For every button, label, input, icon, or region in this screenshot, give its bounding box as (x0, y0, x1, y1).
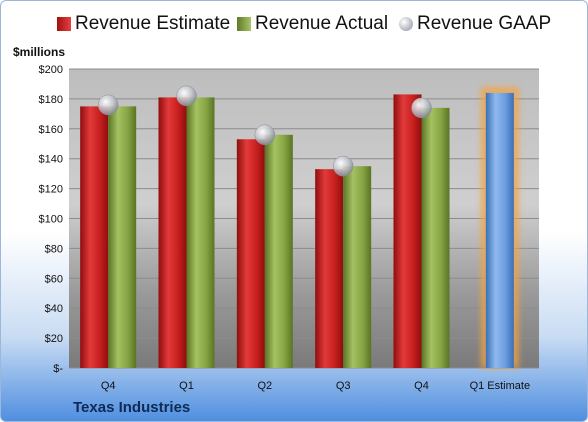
y-tick-label: $180 (39, 94, 63, 106)
legend-label-revenue-actual: Revenue Actual (255, 13, 389, 34)
bar-revenue-estimate (80, 106, 109, 368)
legend-label-revenue-estimate: Revenue Estimate (75, 13, 231, 34)
legend: Revenue Estimate Revenue Actual Revenue … (1, 13, 587, 41)
bar-revenue-actual (421, 107, 450, 369)
bar-revenue-estimate (393, 94, 422, 368)
x-tick-label: Q3 (336, 380, 351, 392)
bar-revenue-actual (264, 134, 293, 368)
legend-item-revenue-actual: Revenue Actual (237, 13, 388, 35)
point-revenue-gaap (176, 85, 197, 107)
legend-label-revenue-gaap: Revenue GAAP (417, 13, 552, 34)
point-revenue-gaap (254, 124, 276, 146)
y-axis-unit-label: $millions (13, 45, 66, 59)
x-tick-label: Q1 (179, 380, 194, 392)
point-revenue-gaap (411, 97, 432, 119)
legend-item-revenue-estimate: Revenue Estimate (57, 13, 230, 35)
legend-item-revenue-gaap: Revenue GAAP (399, 13, 551, 35)
bar-revenue-estimate (236, 139, 265, 368)
bar-revenue-actual (186, 97, 215, 368)
y-tick-label: $140 (39, 154, 63, 166)
x-tick-label: Q4 (101, 380, 116, 392)
y-tick-label: $200 (39, 64, 63, 76)
bar-q1-estimate (485, 92, 514, 369)
y-tick-label: $60 (45, 273, 63, 285)
legend-swatch-revenue-actual (237, 17, 251, 31)
company-name: Texas Industries (73, 399, 191, 416)
bar-revenue-estimate (315, 169, 344, 368)
x-tick-label: Q2 (257, 380, 272, 392)
legend-swatch-revenue-gaap (399, 17, 413, 31)
x-tick-label: Q1 Estimate (470, 380, 531, 392)
y-tick-label: $- (53, 363, 63, 375)
point-revenue-gaap (97, 94, 119, 116)
bar-revenue-actual (108, 106, 137, 368)
y-tick-label: $80 (45, 243, 63, 255)
legend-swatch-revenue-estimate (57, 17, 71, 31)
bar-revenue-actual (343, 166, 372, 368)
y-tick-label: $120 (39, 184, 63, 196)
y-tick-label: $20 (45, 333, 63, 345)
point-revenue-gaap (332, 155, 354, 177)
y-tick-label: $40 (45, 303, 63, 315)
bar-revenue-estimate (158, 97, 187, 368)
y-tick-label: $100 (39, 214, 63, 226)
x-tick-label: Q4 (414, 380, 429, 392)
y-tick-label: $160 (39, 124, 63, 136)
